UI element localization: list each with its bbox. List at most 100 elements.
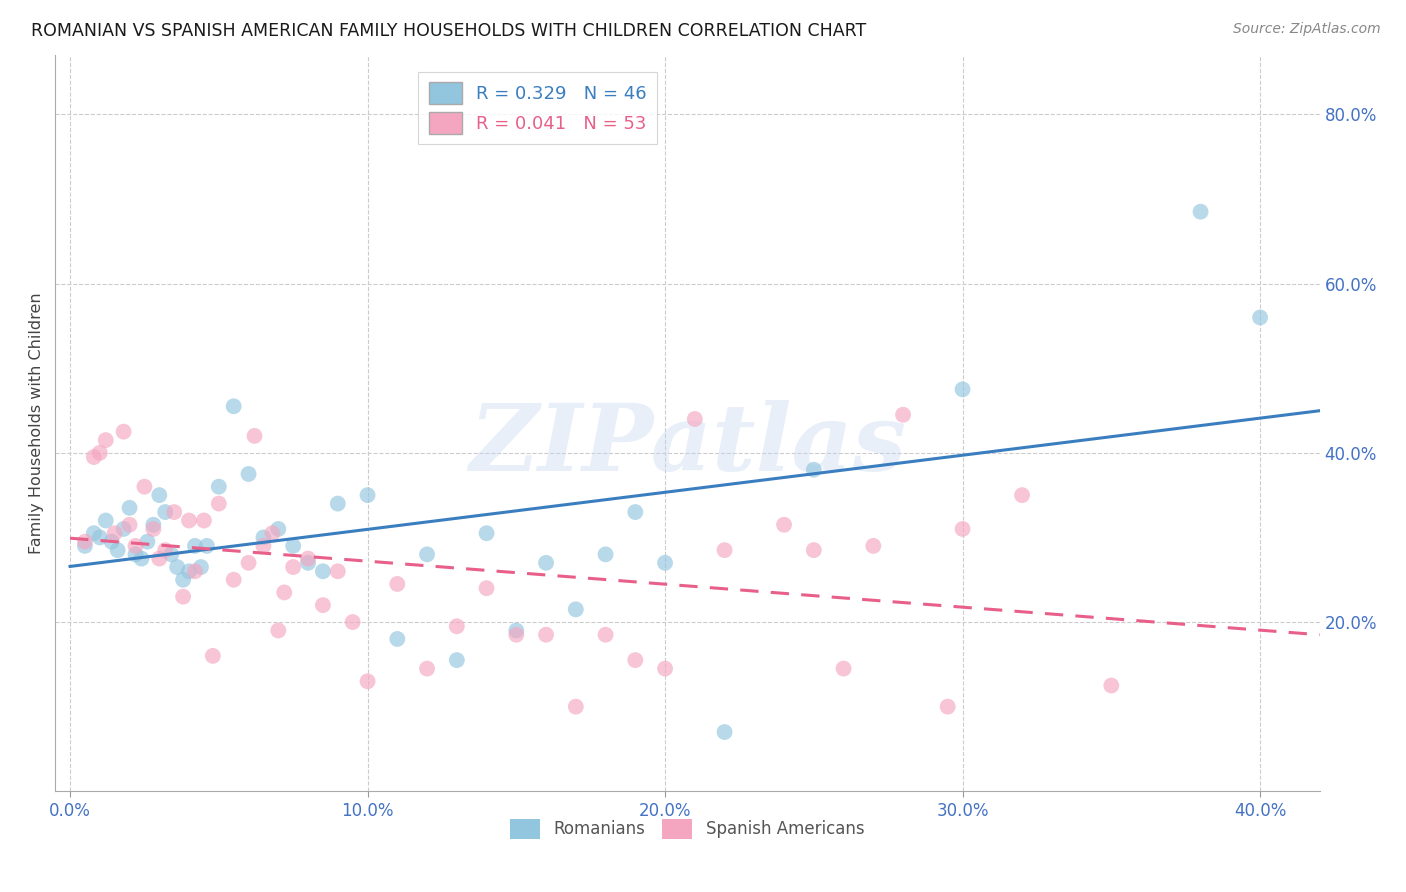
Point — [104, 526, 127, 541]
Point — [534, 556, 557, 570]
Point — [134, 480, 156, 494]
Point — [193, 514, 215, 528]
Point — [89, 446, 111, 460]
Point — [273, 585, 295, 599]
Point — [416, 662, 439, 676]
Point — [832, 662, 855, 676]
Point — [1099, 679, 1122, 693]
Point — [112, 522, 135, 536]
Point — [267, 624, 290, 638]
Point — [222, 399, 245, 413]
Point — [118, 517, 141, 532]
Text: ZIPatlas: ZIPatlas — [468, 401, 905, 491]
Point — [283, 560, 305, 574]
Point — [683, 412, 706, 426]
Point — [148, 488, 170, 502]
Point — [356, 674, 378, 689]
Point — [172, 573, 194, 587]
Point — [803, 543, 825, 558]
Point — [297, 556, 319, 570]
Point — [565, 699, 588, 714]
Point — [83, 450, 105, 464]
Point — [952, 383, 974, 397]
Point — [177, 514, 200, 528]
Point — [416, 547, 439, 561]
Point — [208, 497, 231, 511]
Point — [142, 522, 165, 536]
Point — [112, 425, 135, 439]
Point — [565, 602, 588, 616]
Point — [184, 564, 207, 578]
Point — [252, 539, 274, 553]
Point — [297, 551, 319, 566]
Point — [131, 551, 153, 566]
Point — [148, 551, 170, 566]
Point — [342, 615, 364, 629]
Point — [94, 433, 117, 447]
Point — [624, 505, 647, 519]
Point — [118, 500, 141, 515]
Point — [163, 505, 186, 519]
Point — [142, 517, 165, 532]
Point — [73, 534, 96, 549]
Point — [136, 534, 159, 549]
Point — [172, 590, 194, 604]
Point — [312, 564, 335, 578]
Point — [238, 556, 260, 570]
Point — [238, 467, 260, 481]
Point — [124, 539, 146, 553]
Point — [283, 539, 305, 553]
Point — [184, 539, 207, 553]
Point — [100, 534, 122, 549]
Point — [475, 581, 498, 595]
Point — [326, 497, 349, 511]
Point — [177, 564, 200, 578]
Point — [505, 624, 527, 638]
Point — [773, 517, 796, 532]
Point — [166, 560, 188, 574]
Point — [155, 543, 177, 558]
Point — [262, 526, 284, 541]
Point — [356, 488, 378, 502]
Point — [160, 547, 183, 561]
Point — [83, 526, 105, 541]
Point — [155, 505, 177, 519]
Point — [252, 531, 274, 545]
Point — [803, 463, 825, 477]
Point — [326, 564, 349, 578]
Point — [891, 408, 914, 422]
Point — [595, 628, 617, 642]
Point — [124, 547, 146, 561]
Text: Source: ZipAtlas.com: Source: ZipAtlas.com — [1233, 22, 1381, 37]
Point — [595, 547, 617, 561]
Point — [936, 699, 959, 714]
Legend: Romanians, Spanish Americans: Romanians, Spanish Americans — [503, 812, 870, 846]
Point — [1249, 310, 1271, 325]
Point — [952, 522, 974, 536]
Point — [73, 539, 96, 553]
Point — [222, 573, 245, 587]
Point — [713, 543, 735, 558]
Point — [654, 662, 676, 676]
Point — [243, 429, 266, 443]
Point — [312, 598, 335, 612]
Point — [862, 539, 884, 553]
Point — [201, 648, 224, 663]
Point — [387, 632, 409, 646]
Point — [475, 526, 498, 541]
Y-axis label: Family Households with Children: Family Households with Children — [30, 293, 44, 554]
Point — [446, 653, 468, 667]
Point — [713, 725, 735, 739]
Point — [387, 577, 409, 591]
Point — [1011, 488, 1033, 502]
Point — [89, 531, 111, 545]
Text: ROMANIAN VS SPANISH AMERICAN FAMILY HOUSEHOLDS WITH CHILDREN CORRELATION CHART: ROMANIAN VS SPANISH AMERICAN FAMILY HOUS… — [31, 22, 866, 40]
Point — [267, 522, 290, 536]
Point — [94, 514, 117, 528]
Point — [1189, 204, 1212, 219]
Point — [505, 628, 527, 642]
Point — [534, 628, 557, 642]
Point — [190, 560, 212, 574]
Point — [654, 556, 676, 570]
Point — [195, 539, 218, 553]
